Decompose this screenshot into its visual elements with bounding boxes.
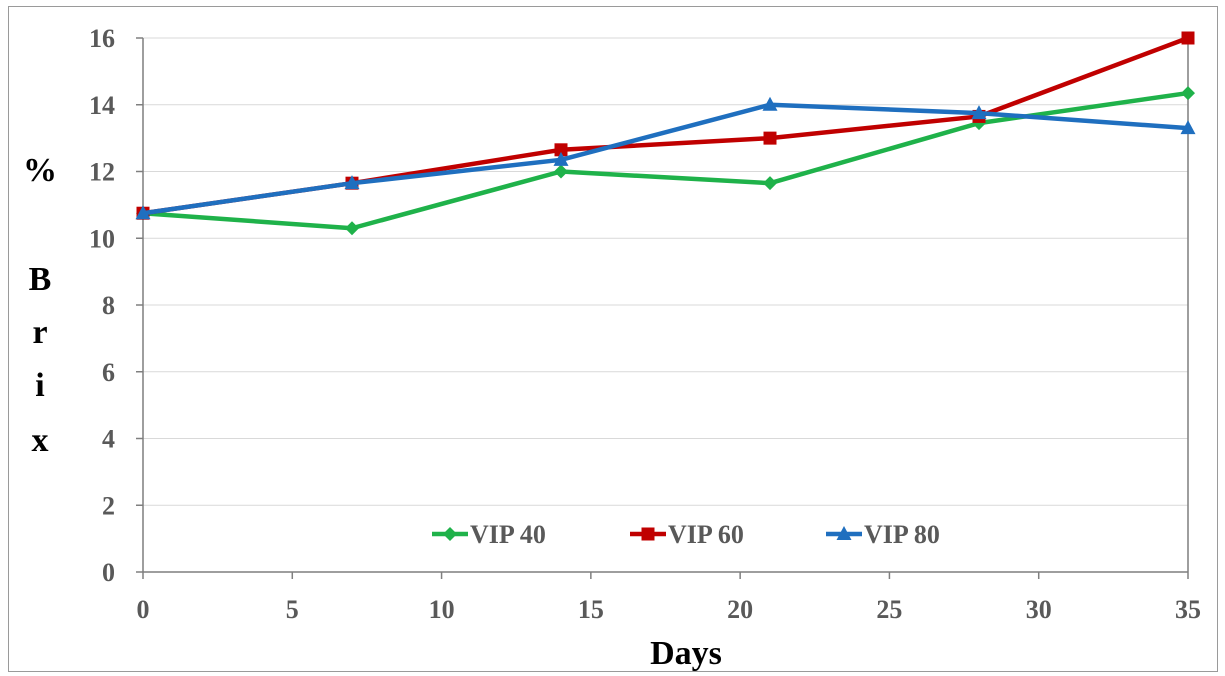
- data-point-vip-80-35: [1180, 120, 1196, 135]
- legend: VIP 40 VIP 60 VIP 80: [432, 520, 940, 549]
- y-tick-label-0: 0: [102, 558, 115, 587]
- legend-label-vip-80: VIP 80: [864, 520, 940, 549]
- series-group: [135, 31, 1196, 236]
- legend-item-vip-40: VIP 40: [432, 520, 546, 549]
- series-vip-40: [136, 86, 1195, 236]
- data-point-vip-60-21: [763, 131, 777, 145]
- legend-item-vip-60: VIP 60: [630, 520, 744, 549]
- y-tick-label-4: 4: [102, 425, 115, 454]
- x-tick-label-5: 5: [286, 595, 299, 624]
- series-vip-80: [135, 96, 1196, 220]
- data-point-vip-80-28: [971, 105, 987, 120]
- data-point-vip-40-7: [345, 221, 359, 236]
- y-axis-title-char-4: x: [32, 422, 49, 459]
- y-axis-title-char-2: r: [32, 314, 47, 351]
- tick-labels: 0 2 4 6 8 10 12 14 16 0 5 10 15 20 25 30 35: [89, 24, 1201, 624]
- series-line-vip-80: [142, 102, 1189, 216]
- chart-frame: [8, 6, 1218, 672]
- x-tick-label-20: 20: [727, 595, 753, 624]
- legend-label-vip-60: VIP 60: [668, 520, 744, 549]
- y-tick-label-16: 16: [89, 24, 115, 53]
- y-tick-label-10: 10: [89, 224, 115, 253]
- x-tick-label-35: 35: [1175, 595, 1201, 624]
- y-tick-label-14: 14: [89, 91, 115, 120]
- y-tick-label-2: 2: [102, 491, 115, 520]
- gridlines: [143, 37, 1188, 506]
- data-point-vip-40-21: [763, 176, 777, 191]
- x-tick-label-15: 15: [578, 595, 604, 624]
- y-tick-label-6: 6: [102, 358, 115, 387]
- data-point-vip-80-0: [135, 205, 151, 220]
- axes: [136, 37, 1189, 579]
- legend-marker-vip-80: [836, 526, 852, 540]
- x-axis-title: Days: [650, 635, 722, 672]
- y-axis-title-char-1: B: [29, 261, 52, 298]
- y-axis-title-char-3: i: [35, 367, 44, 404]
- y-axis-title-char-0: %: [23, 152, 57, 189]
- x-tick-label-30: 30: [1026, 595, 1052, 624]
- data-point-vip-60-14: [554, 143, 568, 157]
- y-tick-label-12: 12: [89, 158, 115, 187]
- data-point-vip-40-35: [1181, 86, 1195, 101]
- x-tick-label-25: 25: [876, 595, 902, 624]
- series-line-vip-40: [142, 90, 1189, 231]
- legend-item-vip-80: VIP 80: [826, 520, 940, 549]
- data-point-vip-80-21: [762, 96, 778, 111]
- x-tick-label-0: 0: [137, 595, 150, 624]
- x-tick-label-10: 10: [429, 595, 455, 624]
- legend-marker-vip-40: [443, 527, 457, 541]
- data-point-vip-60-35: [1181, 31, 1195, 45]
- data-point-vip-80-7: [344, 175, 360, 190]
- legend-label-vip-40: VIP 40: [470, 520, 546, 549]
- series-line-vip-60: [142, 35, 1189, 216]
- legend-marker-vip-60: [641, 527, 655, 541]
- data-point-vip-40-14: [554, 164, 568, 179]
- y-tick-label-8: 8: [102, 291, 115, 320]
- data-point-vip-80-14: [553, 151, 569, 166]
